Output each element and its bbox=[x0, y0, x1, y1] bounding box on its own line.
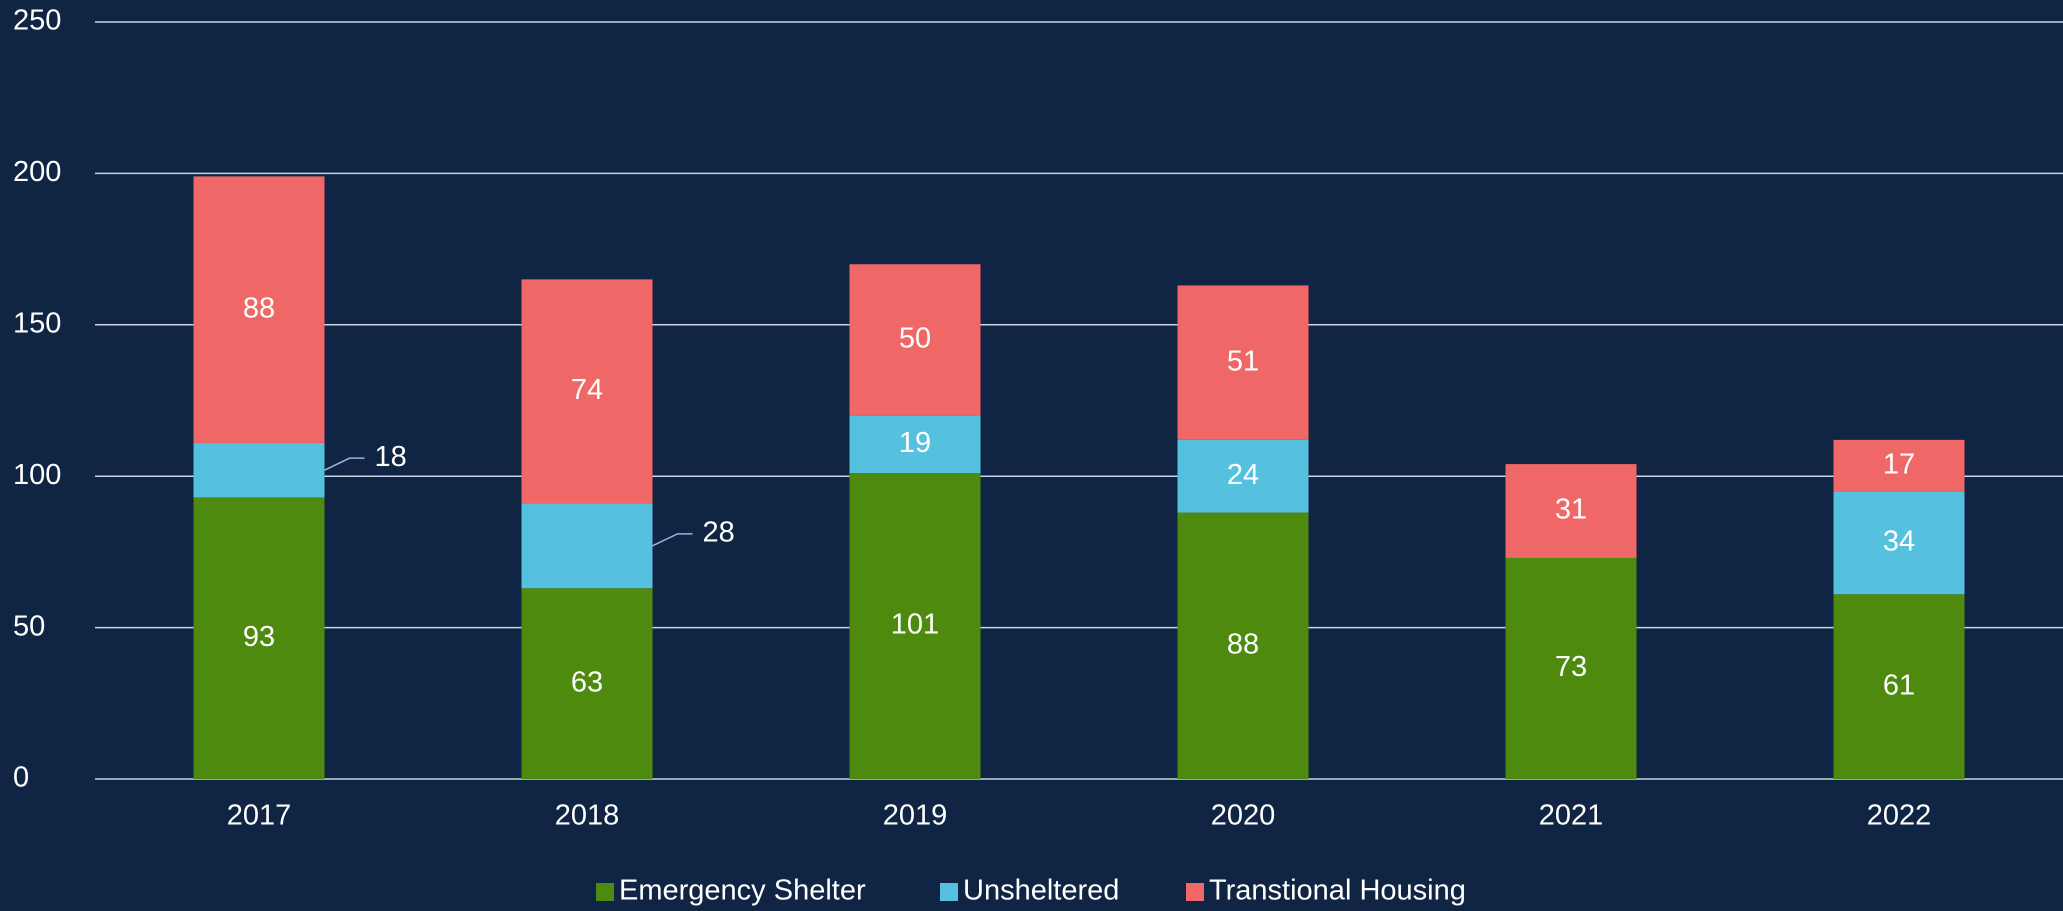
bar-segment bbox=[193, 442, 325, 498]
bar-segment bbox=[193, 176, 325, 443]
data-label: 93 bbox=[243, 621, 275, 653]
x-tick-label: 2017 bbox=[227, 800, 292, 832]
data-label: 61 bbox=[1883, 669, 1915, 701]
legend-label: Emergency Shelter bbox=[619, 875, 866, 907]
bar-segment bbox=[521, 503, 653, 589]
y-tick-label: 150 bbox=[13, 307, 61, 339]
data-label: 18 bbox=[375, 441, 407, 473]
x-tick-label: 2018 bbox=[555, 800, 620, 832]
data-label: 19 bbox=[899, 427, 931, 459]
bar-segment bbox=[1833, 491, 1965, 595]
bar-segment bbox=[849, 264, 981, 416]
data-label: 88 bbox=[1227, 628, 1259, 660]
x-tick-label: 2022 bbox=[1867, 800, 1932, 832]
data-label: 74 bbox=[571, 374, 603, 406]
bar-segment bbox=[521, 279, 653, 504]
bar-segment bbox=[1177, 285, 1309, 440]
data-label: 17 bbox=[1883, 448, 1915, 480]
legend-swatch bbox=[1186, 883, 1204, 901]
legend-label: Unsheltered bbox=[963, 875, 1119, 907]
data-label: 28 bbox=[703, 517, 735, 549]
legend-swatch bbox=[940, 883, 958, 901]
y-tick-label: 200 bbox=[13, 156, 61, 188]
bar-segment bbox=[193, 497, 325, 779]
bar-segment bbox=[849, 415, 981, 474]
data-label: 73 bbox=[1555, 651, 1587, 683]
y-tick-label: 50 bbox=[13, 610, 45, 642]
y-tick-label: 250 bbox=[13, 5, 61, 37]
y-tick-label: 100 bbox=[13, 459, 61, 491]
legend-swatch bbox=[596, 883, 614, 901]
x-tick-label: 2021 bbox=[1539, 800, 1604, 832]
data-label: 63 bbox=[571, 666, 603, 698]
data-label: 24 bbox=[1227, 459, 1259, 491]
bar-segment bbox=[1505, 557, 1637, 779]
bar-segment bbox=[1833, 439, 1965, 492]
data-label: 31 bbox=[1555, 494, 1587, 526]
leader-line bbox=[324, 457, 365, 471]
bar-segment bbox=[849, 473, 981, 779]
data-label: 101 bbox=[891, 609, 939, 641]
leader-line bbox=[652, 533, 693, 547]
bar-segment bbox=[1177, 439, 1309, 513]
bar-segment bbox=[1505, 464, 1637, 558]
legend-label: Transtional Housing bbox=[1209, 875, 1466, 907]
data-label: 34 bbox=[1883, 525, 1915, 557]
bar-segment bbox=[1833, 594, 1965, 779]
x-tick-label: 2019 bbox=[883, 800, 948, 832]
bar-segment bbox=[521, 588, 653, 779]
x-tick-label: 2020 bbox=[1211, 800, 1276, 832]
bar-segment bbox=[1177, 512, 1309, 779]
data-label: 50 bbox=[899, 323, 931, 355]
data-label: 51 bbox=[1227, 345, 1259, 377]
y-tick-label: 0 bbox=[13, 762, 29, 794]
data-label: 88 bbox=[243, 292, 275, 324]
